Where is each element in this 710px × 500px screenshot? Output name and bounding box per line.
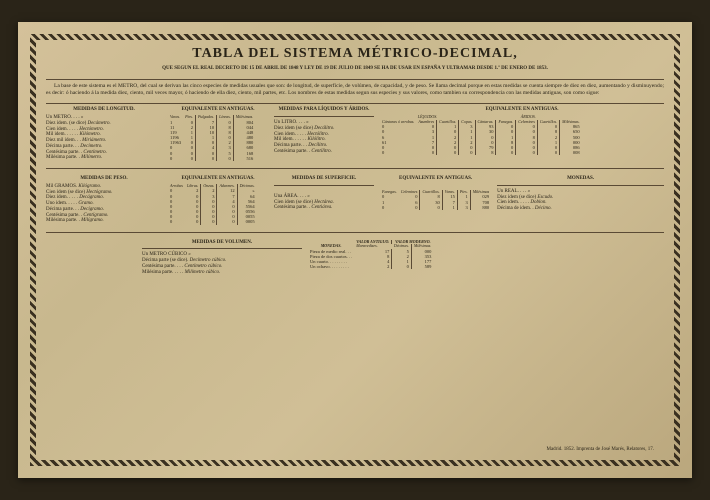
intro-paragraph: La base de este sistema es el METRO, del… [46, 83, 664, 97]
unit-row: Milésima parte. . Milímetro. [46, 155, 162, 161]
volumen-block: MEDIDAS DE VOLUMEN. Un METRO CÚBICO »Déc… [142, 240, 302, 276]
superficie-eq-block: EQUIVALENTE EN ANTIGUAS. Fanegas.Celemin… [380, 176, 491, 225]
superficie-title: MEDIDAS DE SUPERFICIE. [274, 176, 374, 182]
liquidos-eq-block: EQUIVALENTE EN ANTIGUAS. LÍQUIDOS.ÁRIDOS… [380, 107, 664, 161]
peso-block: MEDIDAS DE PESO. Mil GRAMOS. Kilógramo.C… [46, 176, 162, 225]
table-row: Un ochavo. . . . . . . . .20589 [308, 264, 433, 269]
document-content: TABLA DEL SISTEMA MÉTRICO-DECIMAL, QUE S… [46, 46, 664, 454]
superficie-block: MEDIDAS DE SUPERFICIE. Una ÁREA. . . . »… [274, 176, 374, 225]
liquidos-eq-title: EQUIVALENTE EN ANTIGUAS. [380, 107, 664, 113]
unit-row: Décima de idem. . Décimo. [497, 206, 664, 212]
page-title: TABLA DEL SISTEMA MÉTRICO-DECIMAL, [46, 46, 664, 62]
volumen-title: MEDIDAS DE VOLUMEN. [142, 240, 302, 246]
table-row: 00000005 [168, 219, 257, 224]
liquidos-title: MEDIDAS PARA LÍQUIDOS Y ÁRIDOS. [274, 107, 374, 113]
document-paper: TABLA DEL SISTEMA MÉTRICO-DECIMAL, QUE S… [18, 22, 692, 478]
table-row: 00013880 [380, 205, 491, 210]
table-row: 00008000008 [380, 150, 582, 155]
peso-eq-title: EQUIVALENTE EN ANTIGUAS. [168, 176, 268, 182]
longitud-block: MEDIDAS DE LONGITUD. Un METRO. . . . »Di… [46, 107, 162, 161]
longitud-eq-title: EQUIVALENTE EN ANTIGUAS. [168, 107, 268, 113]
imprint-footer: Madrid. 1852. Imprenta de José Marés, Re… [547, 447, 654, 452]
monedas-valor-block: MONEDAS.VALOR ANTIGUO.VALOR MODERNO.Mara… [308, 240, 568, 276]
unit-row: Centésima parte. . Centiárea. [274, 205, 374, 211]
peso-eq-block: EQUIVALENTE EN ANTIGUAS. ArrobasLibras.O… [168, 176, 268, 225]
unit-row: Milésima parte. . Milígramo. [46, 218, 162, 224]
superficie-eq-title: EQUIVALENTE EN ANTIGUAS. [380, 176, 491, 182]
page-subtitle: QUE SEGUN EL REAL DECRETO DE 15 DE ABRIL… [46, 66, 664, 71]
peso-title: MEDIDAS DE PESO. [46, 176, 162, 182]
longitud-title: MEDIDAS DE LONGITUD. [46, 107, 162, 113]
unit-row: Milésima parte. . . . . Milímetro cúbico… [142, 270, 302, 276]
monedas-block: MONEDAS. Un REAL. . . . »Diez idem (se d… [497, 176, 664, 225]
table-row: 0000516 [168, 156, 255, 161]
monedas-title: MONEDAS. [497, 176, 664, 182]
longitud-eq-block: EQUIVALENTE EN ANTIGUAS. Varas.Pies.Pulg… [168, 107, 268, 161]
unit-row: Centésima parte. . Centílitro. [274, 149, 374, 155]
liquidos-block: MEDIDAS PARA LÍQUIDOS Y ÁRIDOS. Un LITRO… [274, 107, 374, 161]
